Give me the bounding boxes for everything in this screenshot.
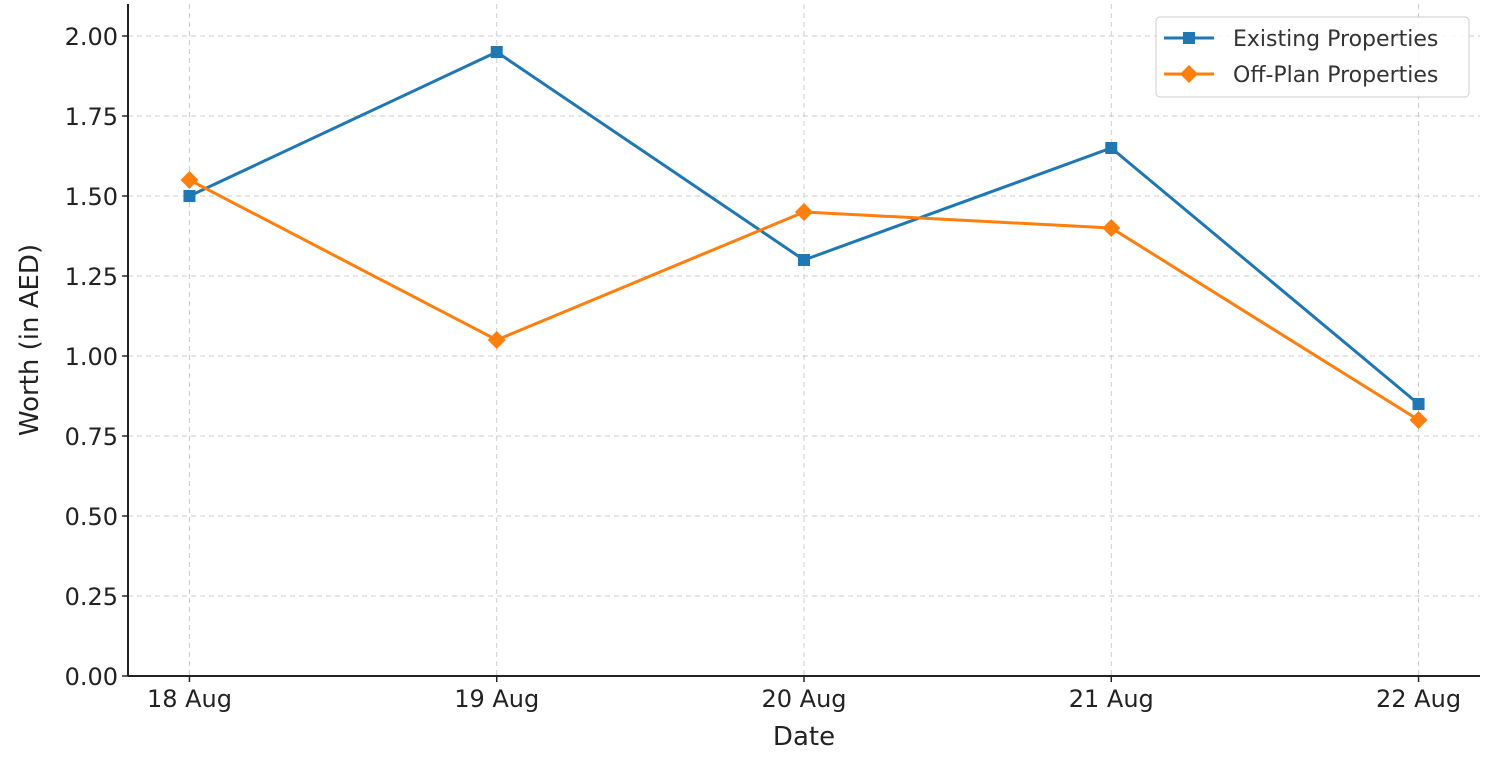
data-point	[1412, 398, 1425, 410]
x-tick-label: 20 Aug	[761, 685, 846, 713]
grid	[128, 4, 1480, 677]
y-tick-label: 0.75	[65, 423, 118, 451]
y-tick-label: 1.50	[65, 183, 118, 211]
data-point	[487, 331, 506, 349]
y-tick-label: 1.00	[65, 343, 118, 371]
x-tick-label: 18 Aug	[147, 685, 232, 713]
legend-marker	[1183, 32, 1195, 44]
legend: Existing Properties Off-Plan Properties	[1155, 16, 1470, 98]
legend-box	[1155, 16, 1470, 98]
data-point	[183, 190, 196, 202]
x-axis-label: Date	[773, 722, 835, 752]
legend-label: Existing Properties	[1233, 27, 1438, 52]
data-point	[795, 203, 813, 221]
legend-label: Off-Plan Properties	[1233, 63, 1438, 88]
y-tick-label: 0.50	[65, 503, 118, 531]
data-point	[180, 171, 199, 189]
y-tick-label: 1.25	[65, 263, 118, 291]
ticks: 0.00 0.25 0.50 0.75 1.00 1.25 1.50 1.75 2.00 18 A…	[65, 23, 1461, 713]
y-tick-label: 1.75	[65, 103, 118, 131]
data-point	[1102, 219, 1121, 237]
y-tick-label: 0.00	[65, 663, 118, 691]
data-point	[1105, 142, 1118, 154]
y-tick-label: 0.25	[65, 583, 118, 611]
x-tick-label: 22 Aug	[1376, 685, 1461, 713]
data-point	[1409, 411, 1428, 429]
data-point	[798, 254, 810, 266]
y-tick-label: 2.00	[65, 23, 118, 51]
x-tick-label: 21 Aug	[1069, 685, 1154, 713]
x-tick-label: 19 Aug	[454, 685, 539, 713]
data-point	[490, 46, 503, 58]
series	[180, 46, 1428, 429]
y-axis-label: Worth (in AED)	[15, 244, 45, 436]
legend-marker	[1180, 65, 1198, 83]
